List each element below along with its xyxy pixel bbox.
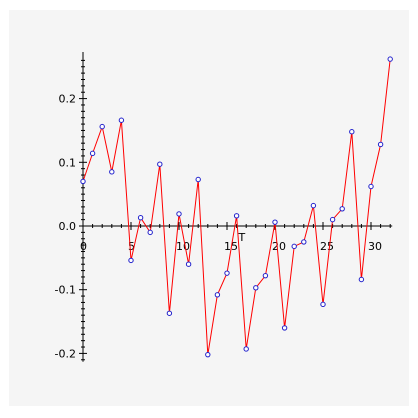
data-point xyxy=(368,183,374,190)
data-point xyxy=(195,176,201,183)
data-point xyxy=(291,243,297,250)
data-point xyxy=(329,216,336,223)
data-point xyxy=(301,239,307,245)
x-tick-label: 25 xyxy=(320,240,334,253)
data-point xyxy=(320,301,326,308)
data-point xyxy=(262,272,269,279)
x-axis-label: T xyxy=(238,231,246,244)
data-point xyxy=(89,150,96,157)
x-tick-label: 20 xyxy=(272,240,286,253)
x-tick-label: 30 xyxy=(368,240,382,253)
x-tick-label: 10 xyxy=(176,240,190,253)
data-point xyxy=(358,276,365,283)
data-point xyxy=(387,56,393,62)
x-tick-label: 5 xyxy=(128,240,135,253)
data-point xyxy=(281,325,288,331)
y-tick-label: 0.2 xyxy=(59,93,77,106)
y-tick-label: 0.1 xyxy=(59,156,77,169)
markers xyxy=(80,56,393,358)
data-point xyxy=(137,215,144,221)
data-point xyxy=(272,219,278,225)
data-point xyxy=(157,161,163,167)
data-point xyxy=(349,129,355,135)
data-point xyxy=(109,169,115,175)
data-point xyxy=(166,310,173,316)
data-point xyxy=(243,346,249,352)
x-tick-label: 0 xyxy=(80,240,87,253)
data-point xyxy=(80,178,86,185)
data-point xyxy=(310,202,317,209)
y-tick-label: 0.0 xyxy=(59,220,77,233)
data-point xyxy=(233,213,240,219)
data-point xyxy=(99,123,105,130)
data-point xyxy=(128,257,134,264)
data-point xyxy=(214,292,221,298)
data-point xyxy=(253,285,259,291)
data-point xyxy=(176,211,182,217)
data-point xyxy=(339,206,345,212)
ticks: 0 5 10 15 20 25 30-0.2-0.10.00.10.2 xyxy=(55,59,391,360)
y-tick-label: -0.1 xyxy=(55,284,76,297)
data-point xyxy=(205,351,211,358)
y-tick-label: -0.2 xyxy=(55,347,76,360)
data-point xyxy=(377,141,384,148)
data-point xyxy=(118,117,125,123)
data-point xyxy=(185,261,192,267)
data-point xyxy=(224,270,230,276)
data-point xyxy=(147,229,153,236)
